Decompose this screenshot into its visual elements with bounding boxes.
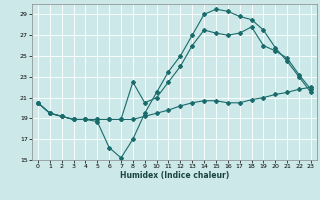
X-axis label: Humidex (Indice chaleur): Humidex (Indice chaleur)	[120, 171, 229, 180]
